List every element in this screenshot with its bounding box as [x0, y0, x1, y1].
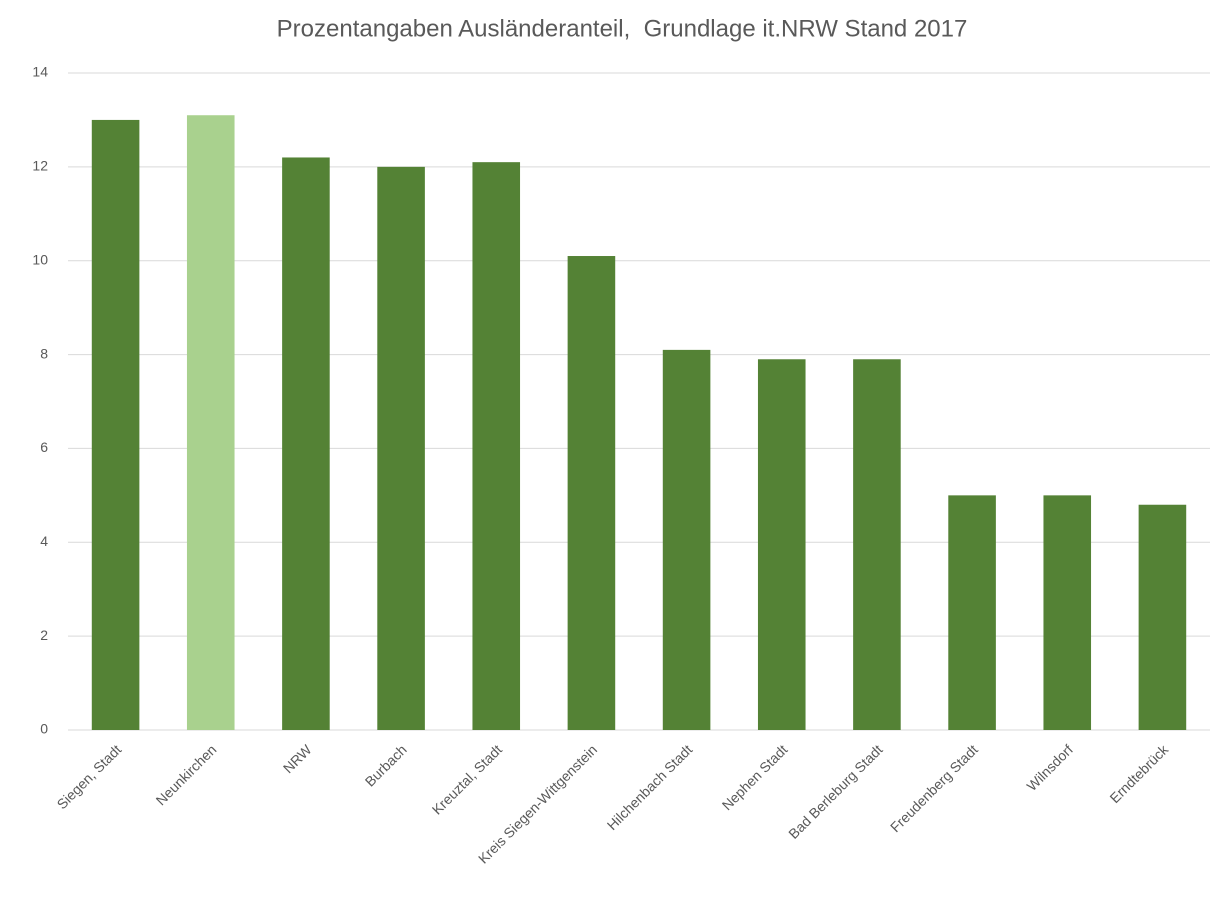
- y-tick-label: 10: [32, 251, 48, 267]
- y-tick-label: 2: [40, 627, 48, 643]
- y-tick-label: 0: [40, 721, 48, 737]
- x-tick-label: Siegen, Stadt: [54, 741, 125, 812]
- y-tick-label: 4: [40, 533, 48, 549]
- y-tick-label: 8: [40, 345, 48, 361]
- bar: [91, 119, 140, 730]
- y-tick-label: 14: [32, 64, 48, 80]
- bar: [472, 162, 521, 730]
- bar: [853, 359, 901, 730]
- x-tick-label: NRW: [280, 741, 315, 776]
- bar: [377, 166, 425, 730]
- x-tick-label: Bad Berleburg Stadt: [785, 741, 886, 842]
- x-tick-label: Wilnsdorf: [1023, 741, 1076, 794]
- bar: [948, 495, 996, 730]
- bar: [186, 115, 235, 730]
- x-tick-label: Neunkirchen: [153, 741, 220, 808]
- bar: [757, 359, 806, 730]
- x-tick-label: Nephen Stadt: [719, 741, 791, 813]
- y-tick-label: 12: [32, 158, 48, 174]
- y-tick-label: 6: [40, 439, 48, 455]
- bar: [567, 256, 616, 730]
- bar: [1138, 504, 1187, 730]
- x-tick-label: Freudenberg Stadt: [887, 741, 981, 835]
- bar: [662, 349, 711, 730]
- bar: [1043, 495, 1092, 730]
- chart-title: Prozentangaben Ausländeranteil, Grundlag…: [277, 15, 968, 42]
- bar: [282, 157, 330, 730]
- x-tick-label: Erndtebrück: [1106, 741, 1171, 806]
- x-tick-label: Burbach: [362, 741, 410, 789]
- x-tick-label: Kreuztal, Stadt: [429, 741, 505, 817]
- x-tick-label: Hilchenbach Stadt: [604, 741, 696, 833]
